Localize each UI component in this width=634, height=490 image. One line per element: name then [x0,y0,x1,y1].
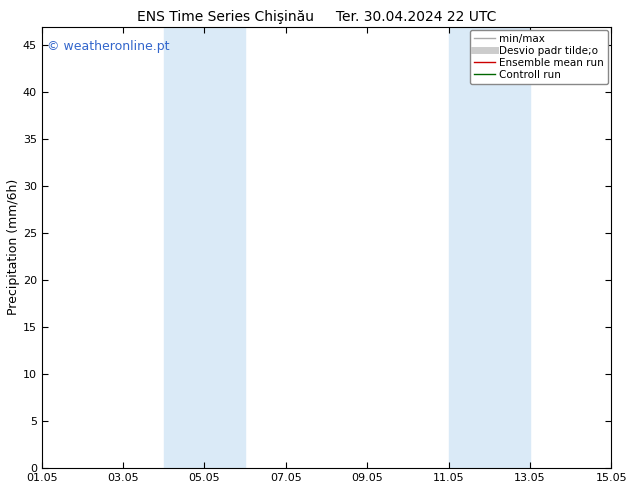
Bar [448,26,530,468]
Text: ENS Time Series Chişinău     Ter. 30.04.2024 22 UTC: ENS Time Series Chişinău Ter. 30.04.2024… [138,10,496,24]
Legend: min/max, Desvio padr tilde;o, Ensemble mean run, Controll run: min/max, Desvio padr tilde;o, Ensemble m… [470,30,608,84]
Text: © weatheronline.pt: © weatheronline.pt [48,40,170,53]
Y-axis label: Precipitation (mm/6h): Precipitation (mm/6h) [7,179,20,316]
Bar [164,26,245,468]
